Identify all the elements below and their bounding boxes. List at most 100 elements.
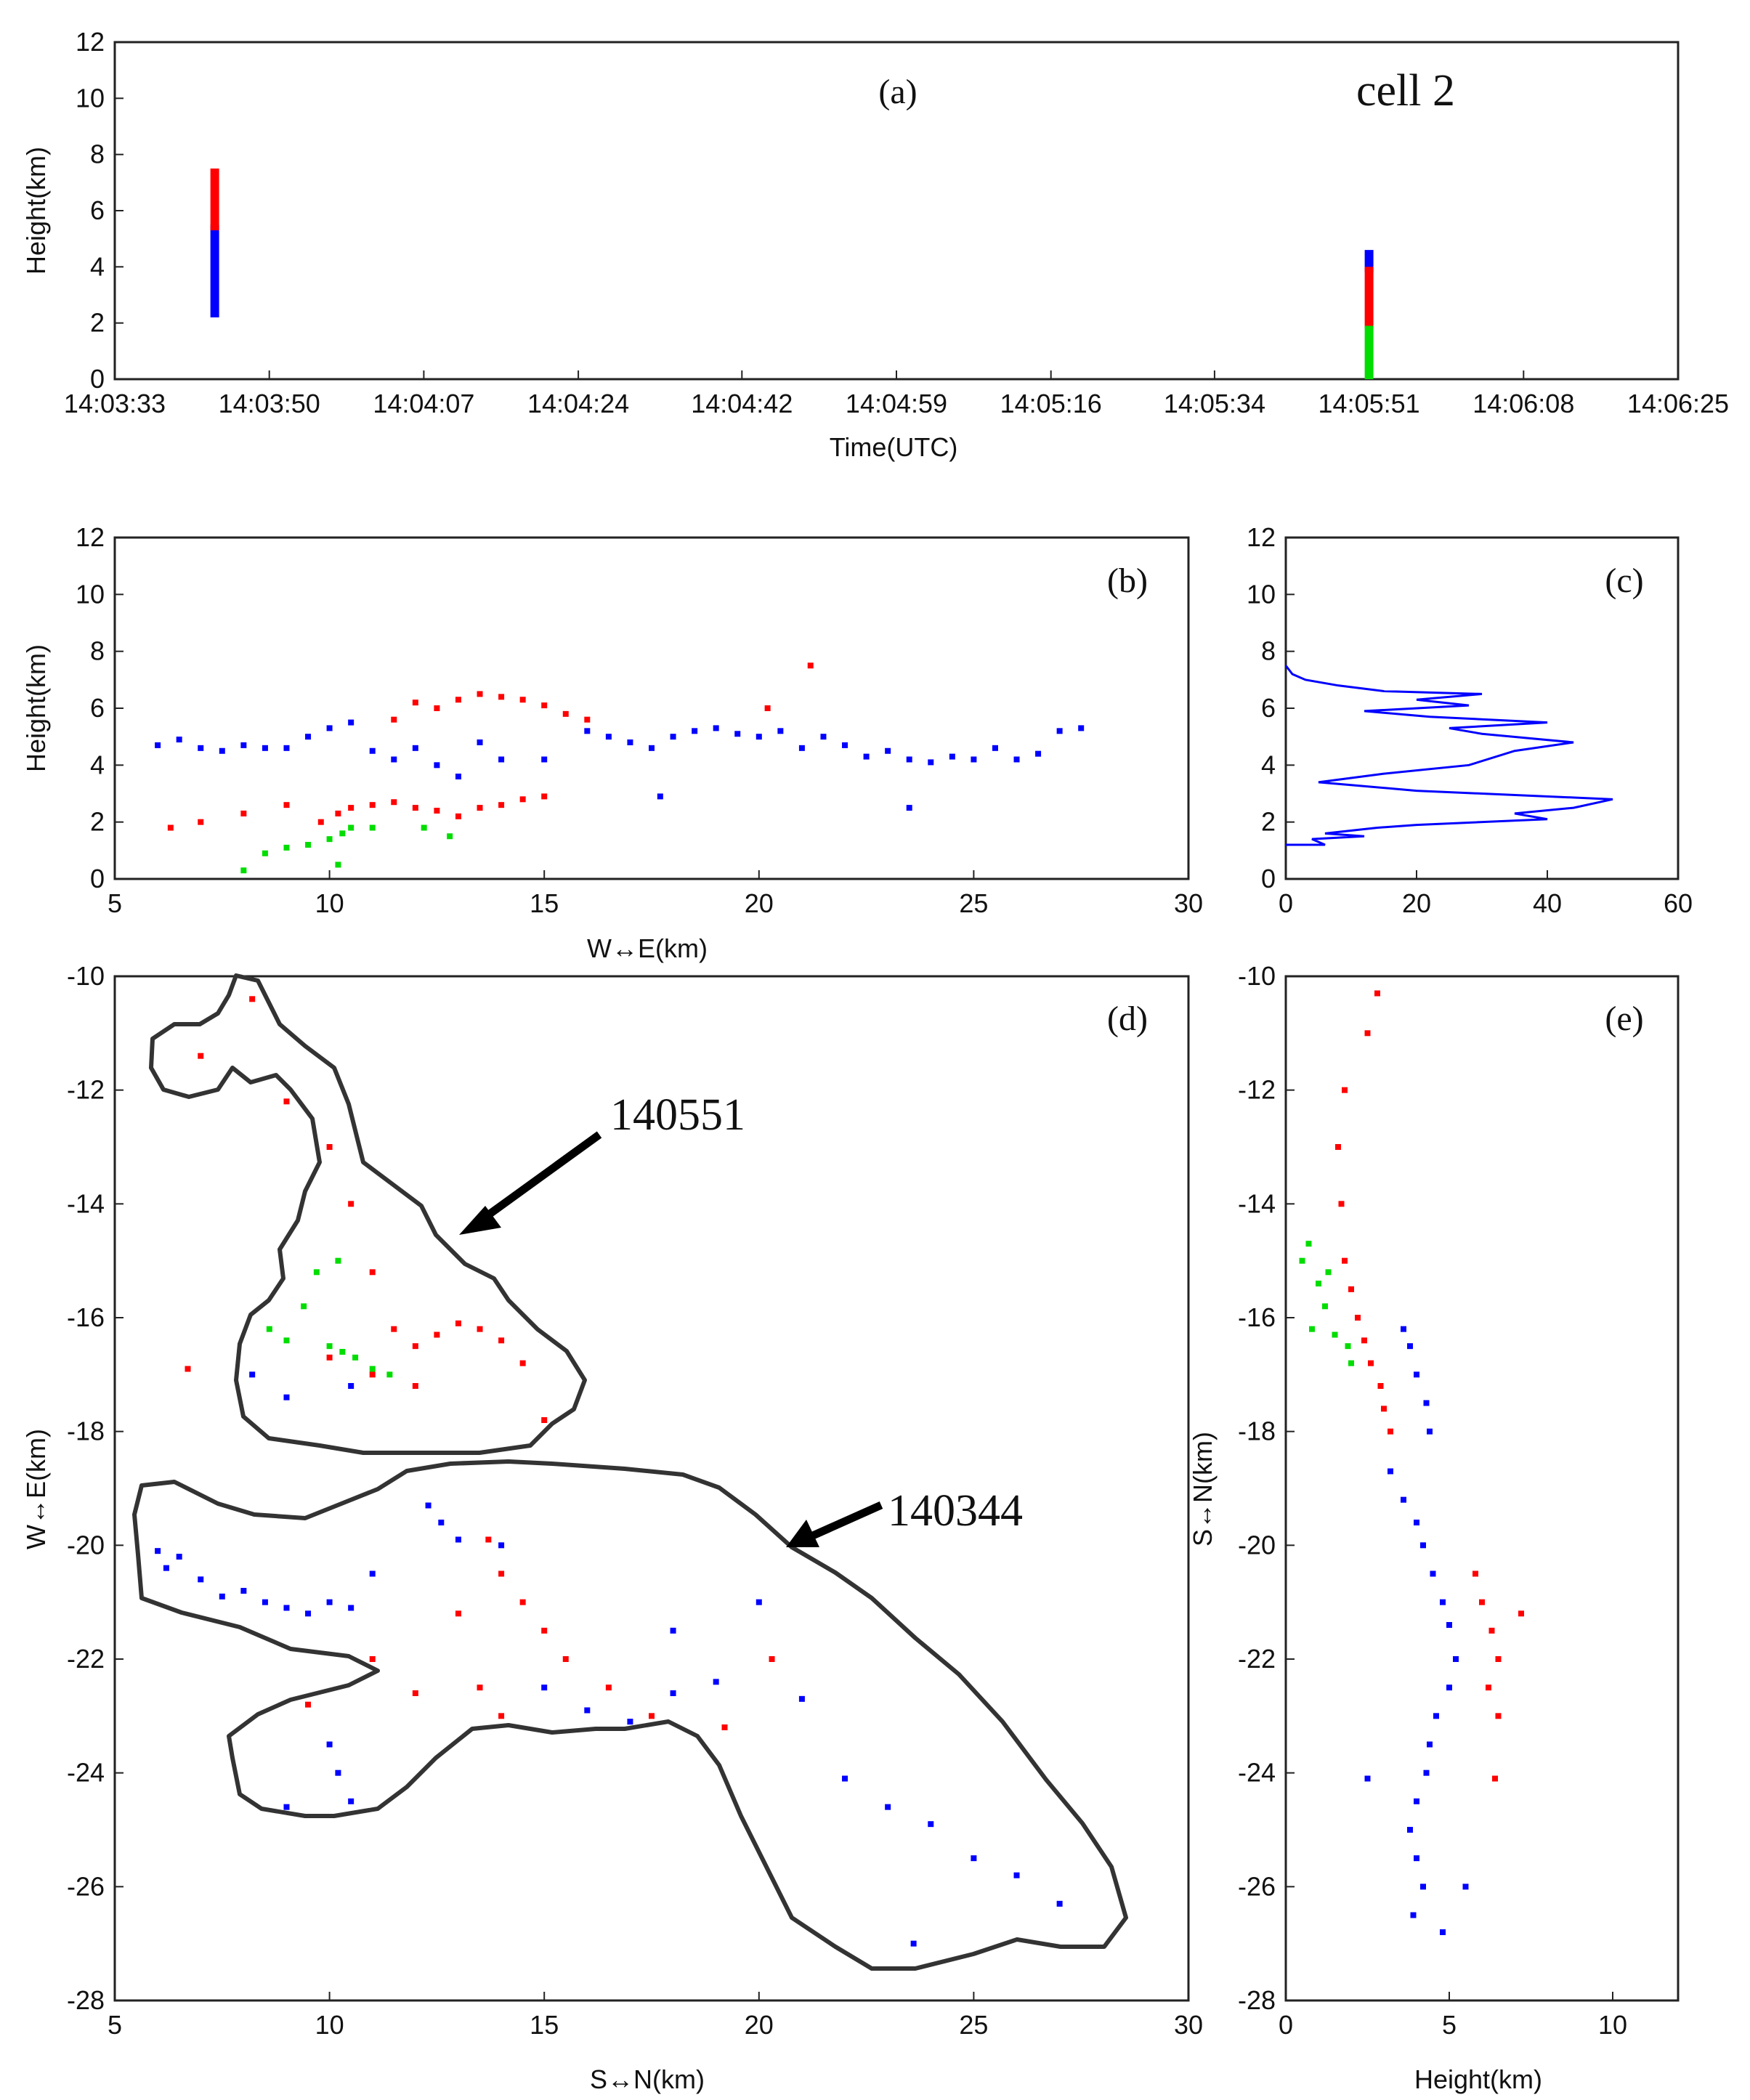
positive-source-point: [434, 1331, 440, 1338]
negative-source-point: [670, 734, 676, 740]
negative-source-point: [605, 734, 612, 740]
y-tick-label: -28: [67, 1985, 105, 2015]
y-tick-label: -12: [67, 1075, 105, 1105]
positive-source-point: [498, 802, 505, 808]
negative-source-point: [326, 1741, 333, 1748]
panel-d-frame: [113, 975, 1190, 2002]
negative-source-point: [348, 1798, 355, 1804]
positive-source-point: [412, 1383, 418, 1389]
negative-source-point: [1446, 1622, 1452, 1628]
negative-source-point: [1414, 1855, 1419, 1862]
positive-source-point: [434, 705, 440, 711]
negative-source-point: [1401, 1496, 1406, 1503]
y-tick-label: 0: [1261, 864, 1276, 893]
x-tick-label: 20: [745, 888, 774, 918]
negative-source-point: [627, 739, 633, 745]
panel-d-plan-view: 5 10 15 20 25 30 -28 -26 -24 -22 -20 -18 -16 -14 -12 -1…: [21, 961, 1203, 2094]
y-tick-label: -24: [67, 1758, 105, 1788]
negative-source-point: [541, 756, 548, 763]
negative-source-point: [906, 756, 912, 763]
negative-source-point: [584, 728, 591, 734]
x-tick-label: 14:06:25: [1627, 389, 1729, 418]
y-tick-label: 8: [90, 139, 105, 169]
x-tick-label: 14:04:42: [691, 389, 793, 418]
negative-source-point: [1423, 1769, 1430, 1776]
negative-source-point: [176, 1554, 182, 1560]
positive-source-point: [1348, 1286, 1354, 1292]
y-tick-label: 0: [90, 364, 105, 394]
x-tick-label: 14:05:34: [1164, 389, 1265, 418]
x-tick-label: 25: [959, 2010, 988, 2040]
x-tick-label: 10: [315, 888, 344, 918]
positive-source-point: [1492, 1775, 1498, 1782]
arrow-140551-head: [459, 1206, 501, 1235]
positive-source-point: [562, 1656, 569, 1662]
x-tick-label: 14:05:51: [1318, 389, 1420, 418]
x-tick-label: 25: [959, 888, 988, 918]
flash-label-140344: 140344: [888, 1486, 1023, 1536]
positive-source-point: [498, 1713, 505, 1719]
x-tick-label: 40: [1533, 888, 1562, 918]
initial-source-point: [386, 1371, 393, 1378]
positive-source-point: [1361, 1337, 1367, 1344]
x-tick-label: 14:03:33: [64, 389, 166, 418]
positive-source-point: [369, 1371, 376, 1378]
negative-source-point: [1414, 1371, 1419, 1378]
x-tick-label: 14:06:08: [1472, 389, 1574, 418]
negative-source-point: [155, 1548, 161, 1554]
negative-source-point: [498, 1542, 505, 1549]
positive-source-point: [1342, 1087, 1348, 1093]
negative-source-point: [1035, 750, 1042, 757]
y-tick-label: 2: [1261, 807, 1276, 837]
positive-source-point: [348, 1201, 355, 1207]
panel-e-y-axis-label: S↔N(km): [1188, 1432, 1218, 1546]
x-tick-label: 0: [1279, 2010, 1293, 2040]
positive-source-point: [519, 1599, 526, 1605]
x-tick-label: 14:04:24: [527, 389, 629, 418]
positive-source-point: [807, 662, 814, 669]
negative-source-point: [283, 1605, 290, 1611]
negative-source-point: [163, 1565, 169, 1571]
initial-source-point: [421, 824, 427, 831]
x-tick-label: 5: [1442, 2010, 1457, 2040]
negative-source-point: [249, 1371, 256, 1378]
y-tick-label: -26: [1238, 1871, 1276, 1901]
positive-source-point: [764, 705, 771, 711]
negative-source-point: [1414, 1798, 1419, 1804]
initial-source-point: [348, 824, 355, 831]
negative-source-point: [928, 759, 934, 766]
panel-b-x-axis-label: W↔E(km): [587, 933, 708, 963]
x-tick-label: 14:03:50: [219, 389, 320, 418]
positive-source-point: [434, 808, 440, 814]
negative-source-point: [713, 725, 719, 731]
negative-source-point: [657, 793, 663, 800]
y-tick-label: 0: [90, 864, 105, 893]
panel-a-label: (a): [878, 73, 917, 111]
y-tick-label: 6: [1261, 693, 1276, 723]
negative-source-point: [1078, 725, 1085, 731]
positive-time-bar: [1364, 267, 1374, 329]
initial-source-point: [283, 1337, 290, 1344]
negative-source-point: [842, 1775, 848, 1782]
panel-c-label: (c): [1605, 562, 1643, 600]
positive-source-point: [1518, 1610, 1524, 1617]
negative-source-point: [1446, 1685, 1452, 1691]
positive-source-point: [1338, 1201, 1345, 1207]
panel-b-we-height: 5 10 15 20 25 30 0 2 4 6 8 10 12 (b) W↔E(km) Height(…: [21, 522, 1203, 963]
arrow-140344-head: [786, 1520, 819, 1547]
initial-source-point: [1332, 1331, 1338, 1338]
negative-source-point: [1056, 728, 1063, 734]
negative-source-point: [1414, 1520, 1419, 1525]
negative-source-point: [425, 1502, 432, 1509]
positive-source-point: [326, 1144, 333, 1150]
positive-source-point: [541, 702, 548, 709]
positive-source-point: [412, 1343, 418, 1350]
positive-source-point: [391, 1326, 397, 1332]
y-tick-label: 12: [76, 522, 105, 552]
positive-source-point: [240, 810, 247, 816]
positive-source-point: [1377, 1383, 1384, 1389]
positive-source-point: [541, 793, 548, 800]
negative-source-point: [240, 1588, 247, 1594]
initial-source-point: [1305, 1241, 1312, 1247]
negative-source-point: [910, 1940, 917, 1947]
